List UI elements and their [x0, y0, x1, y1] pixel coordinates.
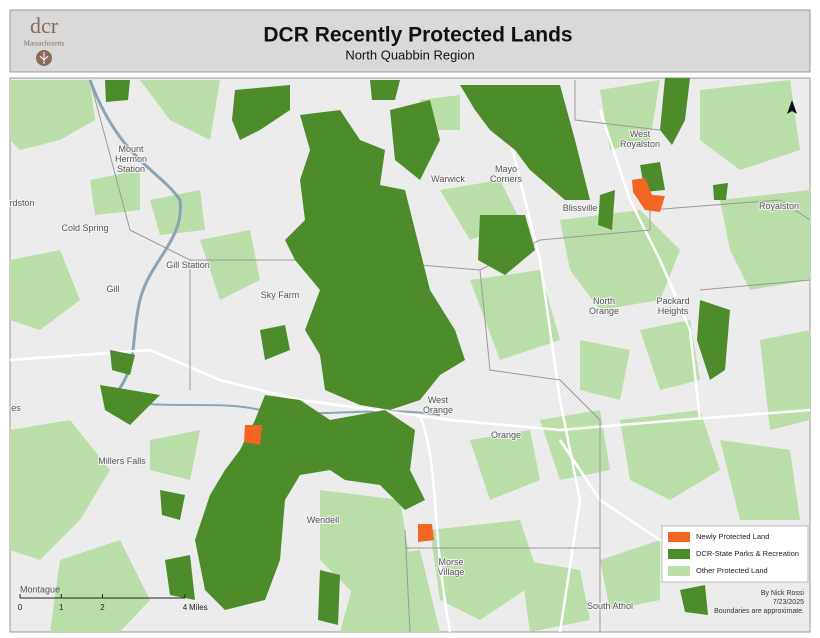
place-label: North Orange: [589, 296, 619, 316]
legend-swatch: [668, 549, 690, 559]
place-label-line: Hermon: [115, 154, 147, 164]
legend-label: DCR-State Parks & Recreation: [696, 549, 799, 558]
place-label-line: Corners: [490, 174, 523, 184]
place-label-line: Orange: [423, 405, 453, 415]
river: [88, 79, 182, 402]
legend-label: Other Protected Land: [696, 566, 768, 575]
credit-line: 7/23/2025: [773, 599, 804, 606]
place-label: Orange: [491, 430, 521, 440]
place-label: Mayo Corners: [490, 164, 523, 184]
subtitle: North Quabbin Region: [345, 47, 474, 62]
legend-swatch: [668, 532, 690, 542]
place-label-line: Mount: [118, 144, 144, 154]
place-label: es: [11, 403, 21, 413]
map: Mount Hermon Station Cold Spring Gill Statio…: [8, 77, 811, 633]
place-label-line: Morse: [438, 557, 463, 567]
legend: Newly Protected Land DCR-State Parks & Re…: [661, 525, 809, 583]
place-label-line: Wendell: [307, 515, 339, 525]
dcr-parks: [100, 78, 730, 625]
place-label-line: South Athol: [587, 601, 633, 611]
scale-label: 0: [18, 603, 23, 612]
scale-label: 2: [100, 603, 105, 612]
place-label: West Orange: [423, 395, 453, 415]
credit-line: By Nick Rossi: [761, 590, 805, 597]
place-label: Gill Station: [166, 260, 210, 270]
place-label: Gill: [107, 284, 120, 294]
scale-label: 1: [59, 603, 64, 612]
place-label: Cold Spring: [61, 223, 108, 233]
roads: [9, 99, 811, 633]
logo-leaf: [39, 52, 49, 64]
place-label: Mount Hermon Station: [115, 144, 147, 174]
place-label-line: West: [630, 129, 651, 139]
place-labels: Mount Hermon Station Cold Spring Gill Statio…: [8, 128, 800, 612]
place-label: South Athol: [587, 601, 633, 611]
place-label: Morse Village: [438, 557, 465, 577]
place-label-line: Packard: [656, 296, 689, 306]
scale-label: 4: [183, 603, 188, 612]
place-label-line: rdston: [9, 198, 34, 208]
place-label-line: Cold Spring: [61, 223, 108, 233]
place-label-line: Warwick: [431, 174, 465, 184]
place-label: Millers Falls: [98, 456, 146, 466]
scale-bar: 0 1 2 4 Miles: [18, 594, 208, 612]
place-label-line: Orange: [491, 430, 521, 440]
title: DCR Recently Protected Lands: [263, 24, 572, 47]
place-label-line: Blissville: [563, 203, 598, 213]
place-label: West Royalston: [620, 129, 660, 149]
logo-sub: Massachusetts: [24, 40, 65, 48]
place-label-line: Sky Farm: [261, 290, 300, 300]
place-label-line: Village: [438, 567, 465, 577]
credit: By Nick Rossi 7/23/2025 Boundaries are app…: [714, 590, 804, 615]
place-label-line: Station: [117, 164, 145, 174]
credit-line: Boundaries are approximate.: [714, 608, 804, 615]
legend-label: Newly Protected Land: [696, 532, 769, 541]
legend-swatch: [668, 566, 690, 576]
other-protected: [10, 80, 810, 632]
place-label-line: Heights: [658, 306, 689, 316]
place-label: Montague: [20, 584, 60, 594]
place-label: Wendell: [307, 515, 339, 525]
place-label: rdston: [9, 198, 34, 208]
place-label: Sky Farm: [261, 290, 300, 300]
place-label-line: West: [428, 395, 449, 405]
place-label-line: Millers Falls: [98, 456, 146, 466]
logo: dcr: [30, 13, 59, 38]
north-arrow: [787, 100, 797, 114]
place-label: Blissville: [563, 203, 598, 213]
scale-unit: Miles: [189, 603, 208, 612]
place-label-line: Gill: [107, 284, 120, 294]
place-label-line: Royalston: [759, 201, 799, 211]
header-box: [9, 9, 811, 73]
place-label: Royalston: [759, 201, 799, 211]
place-label-line: Royalston: [620, 139, 660, 149]
place-label-line: Gill Station: [166, 260, 210, 270]
place-label-line: Orange: [589, 306, 619, 316]
place-label: Packard Heights: [656, 296, 689, 316]
newly-protected: [244, 178, 665, 542]
place-label: Warwick: [431, 174, 465, 184]
place-label-line: North: [593, 296, 615, 306]
place-label-line: es: [11, 403, 21, 413]
place-label-line: Mayo: [495, 164, 517, 174]
